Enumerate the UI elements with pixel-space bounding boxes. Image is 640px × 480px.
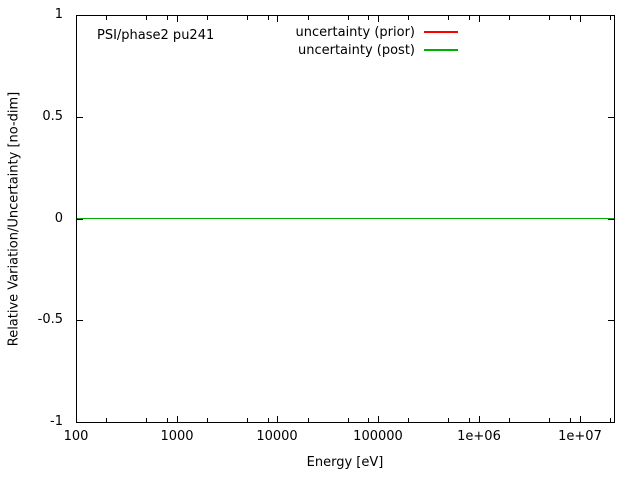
legend-line-sample	[424, 49, 458, 51]
x-major-tick-mirror	[479, 16, 480, 22]
x-minor-tick-mirror	[549, 16, 550, 20]
y-tick-label: -0.5	[37, 312, 63, 327]
y-tick-label: 0	[54, 211, 63, 226]
legend-line-sample	[424, 31, 458, 33]
x-minor-tick-mirror	[348, 16, 349, 20]
x-minor-tick-mirror	[610, 16, 611, 20]
x-minor-tick	[146, 418, 147, 422]
x-minor-tick-mirror	[469, 16, 470, 20]
y-major-tick-mirror	[608, 117, 614, 118]
x-minor-tick-mirror	[368, 16, 369, 20]
x-tick-label: 10000	[256, 429, 298, 444]
series-line-post	[77, 217, 614, 220]
y-major-tick	[77, 422, 83, 423]
legend-item: uncertainty (post)	[255, 41, 458, 59]
x-minor-tick	[549, 418, 550, 422]
x-major-tick-mirror	[580, 16, 581, 22]
x-minor-tick	[247, 418, 248, 422]
x-major-tick	[580, 416, 581, 422]
x-major-tick-mirror	[378, 16, 379, 22]
y-major-tick	[77, 15, 83, 16]
y-major-tick	[77, 117, 83, 118]
x-minor-tick-mirror	[167, 16, 168, 20]
y-major-tick-mirror	[608, 15, 614, 16]
x-minor-tick	[207, 418, 208, 422]
x-minor-tick	[509, 418, 510, 422]
x-tick-label: 1000	[160, 429, 194, 444]
x-minor-tick-mirror	[146, 16, 147, 20]
legend-label: uncertainty (prior)	[295, 24, 415, 40]
plot-area	[76, 15, 615, 423]
x-major-tick-mirror	[76, 16, 77, 22]
y-major-tick	[77, 219, 83, 220]
y-tick-label: 1	[54, 7, 63, 22]
x-major-tick-mirror	[177, 16, 178, 22]
x-minor-tick	[308, 418, 309, 422]
legend: uncertainty (prior) uncertainty (post)	[255, 23, 458, 59]
y-major-tick	[77, 320, 83, 321]
legend-item: uncertainty (prior)	[255, 23, 458, 41]
x-minor-tick	[570, 418, 571, 422]
x-minor-tick-mirror	[268, 16, 269, 20]
plot-title: PSI/phase2 pu241	[97, 28, 215, 43]
x-major-tick	[76, 416, 77, 422]
x-tick-label: 100000	[353, 429, 403, 444]
x-minor-tick	[348, 418, 349, 422]
x-minor-tick-mirror	[207, 16, 208, 20]
y-tick-label: -1	[50, 414, 63, 429]
x-minor-tick	[106, 418, 107, 422]
x-minor-tick	[268, 418, 269, 422]
x-major-tick-mirror	[277, 16, 278, 22]
x-tick-label: 100	[63, 429, 89, 444]
x-tick-label: 1e+07	[558, 429, 602, 444]
x-minor-tick	[408, 418, 409, 422]
x-minor-tick	[448, 418, 449, 422]
y-major-tick-mirror	[608, 422, 614, 423]
x-major-tick	[378, 416, 379, 422]
y-major-tick-mirror	[608, 320, 614, 321]
x-major-tick	[277, 416, 278, 422]
x-minor-tick-mirror	[308, 16, 309, 20]
x-minor-tick-mirror	[247, 16, 248, 20]
x-minor-tick	[167, 418, 168, 422]
legend-label: uncertainty (post)	[297, 42, 415, 58]
x-minor-tick	[469, 418, 470, 422]
y-tick-label: 0.5	[42, 109, 63, 124]
x-minor-tick-mirror	[509, 16, 510, 20]
x-minor-tick	[610, 418, 611, 422]
x-minor-tick-mirror	[570, 16, 571, 20]
x-axis-label: Energy [eV]	[306, 455, 384, 470]
y-major-tick-mirror	[608, 219, 614, 220]
x-minor-tick-mirror	[448, 16, 449, 20]
x-major-tick	[177, 416, 178, 422]
x-tick-label: 1e+06	[457, 429, 501, 444]
x-minor-tick-mirror	[408, 16, 409, 20]
x-major-tick	[479, 416, 480, 422]
x-minor-tick	[368, 418, 369, 422]
x-minor-tick-mirror	[106, 16, 107, 20]
